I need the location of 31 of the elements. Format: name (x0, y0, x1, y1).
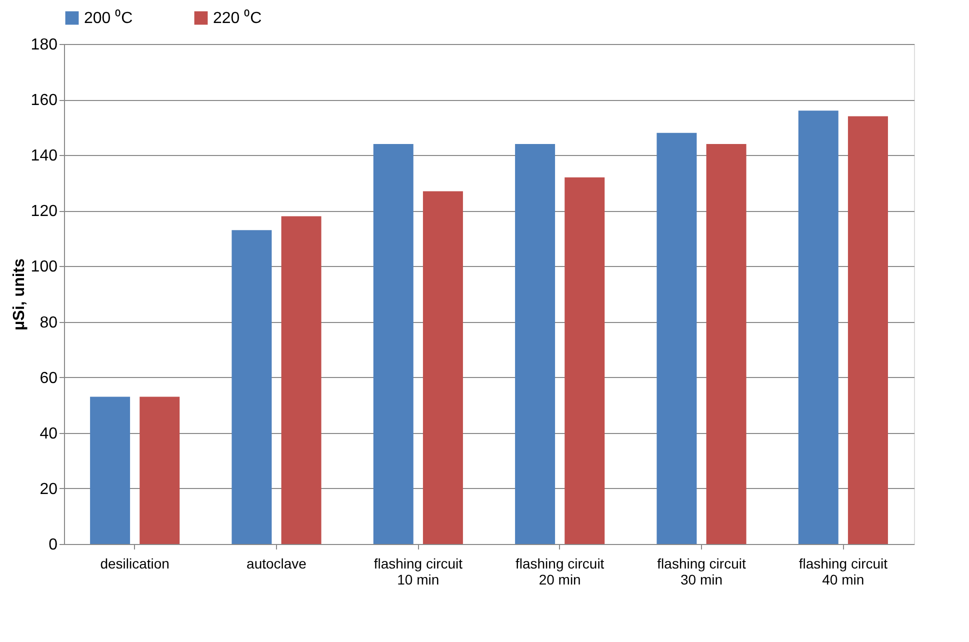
legend-label: 200 ⁰C (84, 9, 133, 27)
x-tick-label: autoclave (246, 556, 307, 572)
bar (798, 110, 838, 544)
y-axis-title: μSi, units (10, 258, 28, 331)
y-tick-label: 160 (30, 92, 58, 110)
y-tick-label: 120 (30, 203, 58, 220)
bar (140, 396, 180, 544)
x-tick-label: flashing circuit 10 min (374, 556, 463, 588)
bar (281, 216, 322, 544)
y-tick-label: 0 (48, 536, 58, 554)
x-tick-label: desilication (100, 556, 170, 572)
bar (564, 177, 605, 544)
bar (656, 132, 697, 544)
x-tick-label: flashing circuit 20 min (515, 556, 604, 588)
bar (848, 116, 888, 544)
y-tick-label: 180 (30, 36, 58, 54)
y-tick-label: 40 (40, 425, 58, 442)
y-tick-label: 20 (40, 480, 58, 498)
bar (422, 191, 463, 544)
legend-label: 220 ⁰C (213, 9, 262, 27)
y-tick-label: 80 (40, 314, 58, 332)
y-tick-label: 60 (40, 370, 58, 387)
bar (515, 144, 556, 544)
bar (232, 230, 272, 544)
bar (373, 144, 414, 544)
y-tick-label: 140 (30, 148, 58, 165)
bar (706, 144, 746, 544)
bar (90, 396, 130, 544)
y-tick-label: 100 (30, 258, 58, 276)
x-tick-label: flashing circuit 40 min (798, 556, 888, 588)
x-tick-label: flashing circuit 30 min (657, 556, 746, 588)
